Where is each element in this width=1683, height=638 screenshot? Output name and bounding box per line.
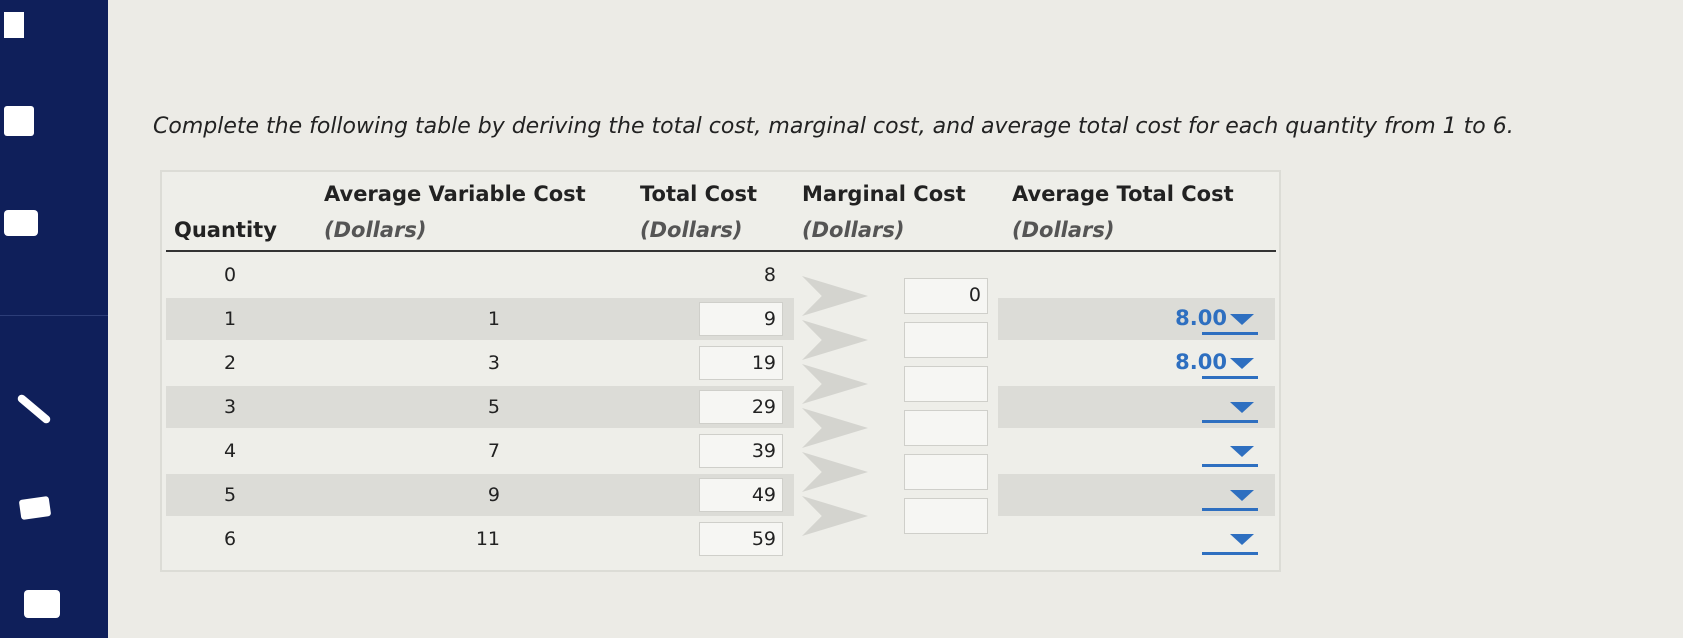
dropdown-arrow: [1230, 446, 1254, 457]
chevron: [802, 364, 868, 404]
total-cost-cell: 8: [763, 264, 776, 286]
marginal-cost-input[interactable]: [904, 322, 988, 358]
marginal-cost-input[interactable]: 0: [904, 278, 988, 314]
header-name: Total Cost: [640, 182, 758, 206]
marginal-cost-input[interactable]: [904, 410, 988, 446]
chevron: [802, 452, 868, 492]
calculator-icon[interactable]: [4, 210, 38, 236]
education-icon[interactable]: [18, 496, 52, 520]
dropdown-arrow: [1230, 402, 1254, 413]
quantity-cell: 5: [223, 484, 237, 506]
separator: [0, 315, 108, 316]
marginal-cost-input[interactable]: [904, 498, 988, 534]
atc-dropdown[interactable]: [1202, 478, 1258, 511]
book-icon[interactable]: [4, 106, 34, 136]
avc-cell: 9: [487, 484, 500, 506]
atc-value[interactable]: 8.00: [1175, 350, 1227, 374]
atc-value[interactable]: 8.00: [1175, 306, 1227, 330]
chevron: [802, 320, 868, 360]
dropdown-arrow: [1230, 534, 1254, 545]
menu-icon[interactable]: [4, 12, 24, 38]
instructions: Complete the following table by deriving…: [153, 114, 1514, 139]
total-cost-cell: 59: [751, 528, 776, 550]
avc-cell: 3: [487, 352, 500, 374]
total-cost-input[interactable]: [699, 522, 783, 556]
total-cost-input[interactable]: [699, 390, 783, 424]
marginal-cost-input[interactable]: [904, 366, 988, 402]
atc-dropdown[interactable]: [1202, 302, 1258, 335]
row-band: [166, 474, 794, 516]
cost-table: Quantity Average Variable Cost (Dollars) To…: [160, 170, 1281, 572]
tools-icon[interactable]: [16, 393, 52, 425]
chevron: [802, 276, 868, 316]
quantity-cell: 4: [223, 440, 237, 462]
quantity-cell: 6: [223, 528, 237, 550]
avc-cell: 1: [487, 308, 500, 330]
total-cost-input[interactable]: [699, 478, 783, 512]
total-cost-cell: 9: [763, 308, 776, 330]
sidebar: [0, 0, 108, 638]
header-name: Quantity: [174, 218, 277, 242]
avc-cell: 11: [475, 528, 500, 550]
dropdown-arrow: [1230, 490, 1254, 501]
avc-cell: 7: [487, 440, 500, 462]
marginal-cost-input[interactable]: [904, 454, 988, 490]
chevron: [802, 408, 868, 448]
header-unit: (Dollars): [1012, 218, 1115, 242]
total-cost-input[interactable]: [699, 302, 783, 336]
header-name: Average Variable Cost: [324, 182, 586, 206]
chevron: [802, 496, 868, 536]
atc-dropdown[interactable]: [1202, 346, 1258, 379]
atc-dropdown[interactable]: [1202, 522, 1258, 555]
avc-cell: 5: [487, 396, 500, 418]
header-unit: (Dollars): [640, 218, 743, 242]
header-unit: (Dollars): [324, 218, 427, 242]
dropdown-arrow: [1230, 314, 1254, 325]
atc-dropdown[interactable]: [1202, 434, 1258, 467]
atc-dropdown[interactable]: [1202, 390, 1258, 423]
total-cost-input[interactable]: [699, 346, 783, 380]
quantity-cell: 1: [223, 308, 237, 330]
dropdown-arrow: [1230, 358, 1254, 369]
total-cost-cell: 39: [751, 440, 776, 462]
row-band: [166, 386, 794, 428]
quantity-cell: 2: [223, 352, 237, 374]
total-cost-cell: 49: [751, 484, 776, 506]
total-cost-cell: 29: [751, 396, 776, 418]
total-cost-input[interactable]: [699, 434, 783, 468]
briefcase-icon[interactable]: [24, 590, 60, 618]
quantity-cell: 0: [223, 264, 237, 286]
row-band: [166, 298, 794, 340]
header-unit: (Dollars): [802, 218, 905, 242]
header-name: Marginal Cost: [802, 182, 966, 206]
quantity-cell: 3: [223, 396, 237, 418]
header-name: Average Total Cost: [1012, 182, 1234, 206]
header-rule: [166, 250, 1276, 252]
total-cost-cell: 19: [751, 352, 776, 374]
